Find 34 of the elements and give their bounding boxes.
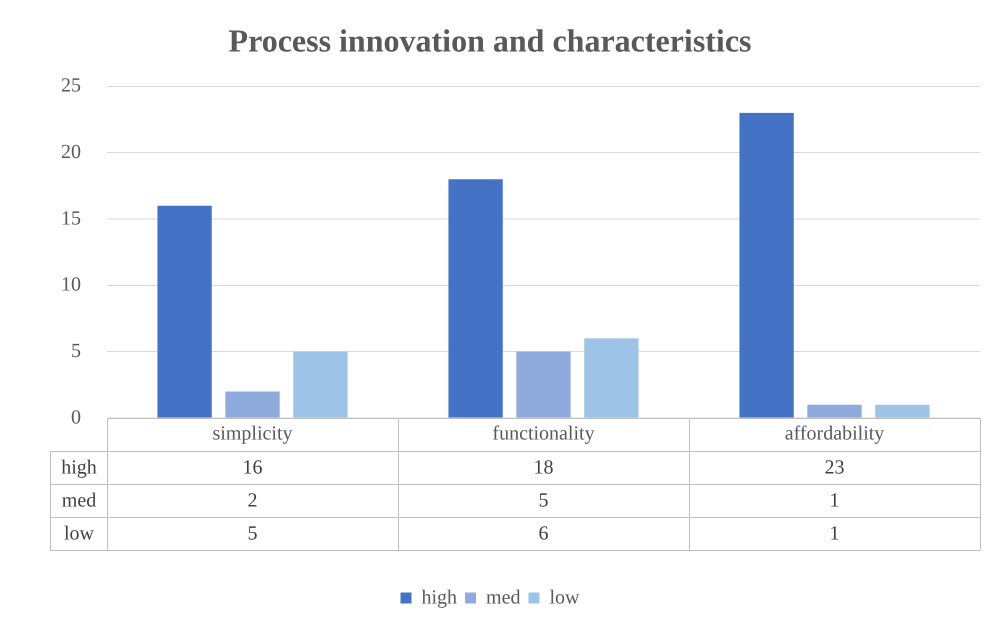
- x-tick-label: affordability: [784, 422, 884, 444]
- bar: [739, 112, 794, 418]
- text: low: [64, 522, 94, 544]
- y-tick-label: 5: [71, 340, 81, 362]
- text: med: [62, 489, 96, 511]
- bar: [516, 352, 571, 418]
- data-label: 6: [538, 522, 548, 545]
- data-label: 1: [830, 489, 840, 512]
- legend-label: high: [422, 586, 458, 608]
- legend-label: med: [486, 586, 520, 608]
- y-tick-label: 10: [61, 274, 81, 296]
- data-label: 2: [248, 489, 258, 512]
- y-tick-label: 15: [61, 207, 81, 230]
- data-label: 1: [830, 522, 840, 545]
- data-label: 5: [248, 522, 258, 545]
- text: high: [61, 456, 97, 478]
- data-label: 18: [534, 456, 554, 479]
- x-tick-label: simplicity: [212, 422, 292, 444]
- bar: [807, 404, 862, 418]
- bar: [875, 404, 930, 418]
- y-tick-label: 0: [71, 406, 81, 428]
- data-label: 16: [242, 456, 262, 479]
- y-tick-label: 25: [61, 74, 81, 97]
- bar: [293, 352, 348, 418]
- data-label: 23: [824, 456, 844, 479]
- data-label: 5: [538, 489, 548, 512]
- bar: [448, 179, 503, 418]
- legend-label: low: [549, 586, 580, 608]
- bar: [157, 206, 212, 418]
- chart-title: Process innovation and characteristics: [228, 22, 752, 58]
- x-tick-label: functionality: [492, 422, 595, 444]
- bar: [584, 338, 639, 418]
- y-tick-label: 20: [61, 140, 81, 163]
- bar: [225, 391, 280, 418]
